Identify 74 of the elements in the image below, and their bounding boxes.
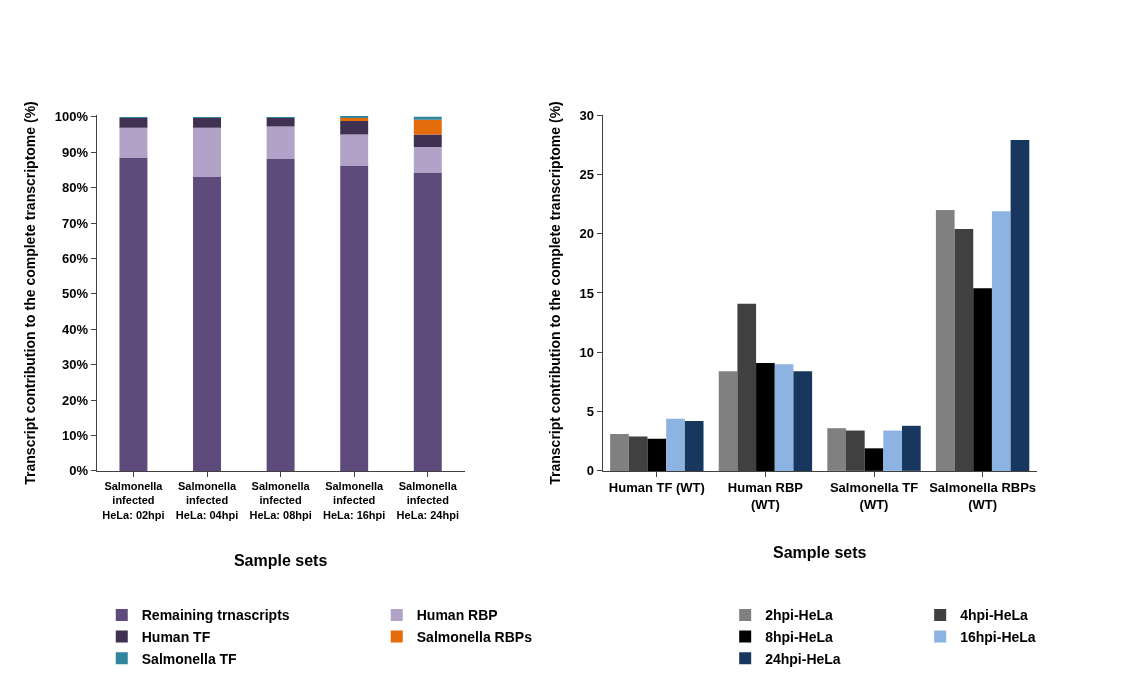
y-tick-label: 20 [579,226,594,242]
y-axis-title: Transcript contribution to the complete transcriptome (%) [22,101,39,485]
y-tick-label: 100% [54,109,89,125]
y-tick-label: 10% [62,428,89,444]
bar [119,157,148,471]
bar [413,116,442,120]
bar [647,438,667,471]
bar [1010,140,1030,471]
bar [119,127,148,158]
legend-label: 24hpi-HeLa [765,650,841,667]
legend-label: Remaining trnascripts [141,607,290,624]
bar [902,425,921,471]
bar [973,288,992,471]
bar [413,172,442,471]
y-tick-label: 60% [62,251,89,267]
y-tick-label: 0 [586,463,594,479]
bar [193,177,222,471]
x-tick-label: Salmonella TF (WT) [829,480,919,513]
x-tick-label: Salmonella infected HeLa: 08hpi [249,480,312,521]
bar [827,428,846,471]
x-tick-label: Salmonella infected HeLa: 02hpi [102,480,165,521]
bar [266,159,295,471]
bar [193,117,222,128]
legend-label: Salmonella RBPs [416,629,533,646]
y-tick-label: 20% [62,392,89,408]
y-tick-label: 25 [579,166,594,182]
bar [610,434,629,471]
y-tick-label: 15 [579,285,594,301]
y-tick-label: 10 [579,344,594,360]
legend-label: Human RBP [416,607,498,624]
x-tick-label: Salmonella infected HeLa: 16hpi [323,480,386,521]
x-tick-label: Salmonella infected HeLa: 04hpi [175,480,239,521]
bar [340,166,369,471]
legend-label: 8hpi-HeLa [765,629,834,646]
bar [193,127,222,178]
bar [684,421,704,471]
y-tick-label: 5 [586,404,594,420]
bar [935,209,955,471]
y-tick-label: 30% [62,357,89,373]
x-tick-label: Salmonella RBPs (WT) [929,480,1037,513]
legend-label: 2hpi-HeLa [765,607,834,624]
bar [756,362,775,471]
y-axis-title: Transcript contribution to the complete transcriptome (%) [547,101,564,485]
y-tick-label: 50% [62,286,89,302]
legend-label: 4hpi-HeLa [960,607,1029,624]
bar [666,418,685,471]
bar [883,430,903,471]
bar [340,134,369,167]
y-tick-label: 40% [62,321,89,337]
bar [774,364,794,471]
y-tick-label: 70% [62,215,89,231]
bar [864,448,884,471]
x-axis-title: Sample sets [773,544,867,562]
legend-label: Human TF [141,629,211,646]
legend-label: Salmonella TF [141,650,238,667]
x-tick-label: Human RBP (WT) [727,480,804,513]
bar [266,117,295,127]
bar [793,371,813,471]
x-axis-title: Sample sets [233,552,328,570]
bar [413,134,442,147]
bar [340,121,369,135]
bar [991,211,1011,471]
y-tick-label: 80% [62,180,89,196]
x-tick-label: Salmonella infected HeLa: 24hpi [396,480,459,521]
legend-label: 16hpi-HeLa [960,629,1036,646]
bar [119,117,148,128]
bar [266,126,295,159]
x-tick-label: Human TF (WT) [608,480,705,496]
bar [413,119,442,135]
y-tick-label: 0% [69,463,89,479]
bar [413,146,442,173]
y-tick-label: 90% [62,144,89,160]
bar [718,371,738,471]
y-tick-label: 30 [579,107,594,123]
